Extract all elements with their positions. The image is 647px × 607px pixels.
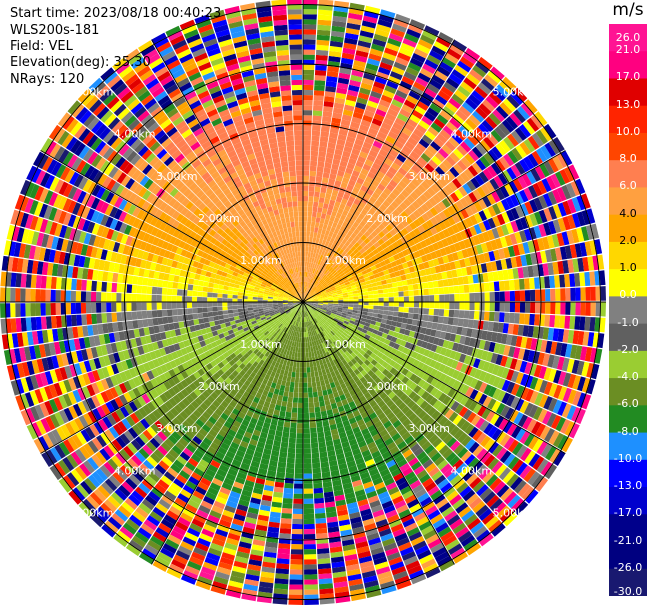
colorbar-tick-label: 8.0 — [619, 152, 637, 166]
azimuth-line — [40, 301, 304, 454]
colorbar-tick-label: -8.0 — [617, 424, 639, 438]
azimuth-line — [302, 301, 455, 565]
colorbar-tick-label: 4.0 — [619, 206, 637, 220]
range-ring-label: 5.00km — [493, 506, 535, 519]
range-ring-label: 4.00km — [451, 128, 493, 141]
field-label: Field: VEL — [10, 39, 73, 54]
colorbar-tick-label: -2.0 — [617, 342, 639, 356]
colorbar-tick-label: 1.0 — [619, 261, 637, 275]
range-ring-label: 1.00km — [324, 338, 366, 351]
range-ring-label: 5.00km — [72, 506, 114, 519]
colorbar-segment — [609, 269, 647, 297]
colorbar-segment — [609, 78, 647, 107]
colorbar-tick-label: 6.0 — [619, 179, 637, 193]
colorbar-segment — [609, 187, 647, 216]
range-ring-label: 3.00km — [156, 422, 198, 435]
range-ring-label: 2.00km — [198, 212, 240, 225]
colorbar-segment — [609, 487, 647, 515]
colorbar-segment — [609, 514, 647, 543]
radial-velocity-gates — [0, 0, 606, 605]
colorbar-segment — [609, 160, 647, 188]
range-ring-label: 3.00km — [408, 170, 450, 183]
colorbar-segment — [609, 24, 647, 52]
colorbar-unit: m/s — [612, 0, 644, 20]
azimuth-line — [302, 150, 566, 303]
colorbar-segment — [609, 323, 647, 352]
colorbar-segment — [609, 132, 647, 161]
range-ring-label: 1.00km — [240, 254, 282, 267]
range-ring-label: 1.00km — [324, 254, 366, 267]
colorbar-segment — [609, 432, 647, 461]
colorbar-tick-label: -21.0 — [613, 533, 643, 547]
range-ring-label: 2.00km — [198, 380, 240, 393]
colorbar-tick-label: 13.0 — [615, 97, 641, 111]
colorbar-segment — [609, 459, 647, 488]
colorbar-segment — [609, 405, 647, 434]
colorbar-segment — [609, 568, 647, 596]
colorbar-segment — [609, 296, 647, 325]
colorbar-tick-label: -4.0 — [617, 370, 639, 384]
station-label: WLS200s-181 — [10, 23, 100, 38]
colorbar-tick-label: -26.0 — [613, 560, 643, 574]
start-time-label: Start time: 2023/08/18 00:40:23 — [10, 6, 222, 21]
colorbar-segment — [609, 241, 647, 270]
azimuth-line — [151, 301, 304, 565]
colorbar-segment — [609, 51, 647, 79]
colorbar-tick-label: -10.0 — [613, 451, 643, 465]
colorbar-segment — [609, 378, 647, 406]
nrays-label: NRays: 120 — [10, 72, 85, 87]
colorbar-tick-label: -30.0 — [613, 585, 643, 598]
range-ring-label: 3.00km — [156, 170, 198, 183]
elevation-label: Elevation(deg): 35.30 — [10, 55, 151, 70]
range-ring-label: 2.00km — [366, 380, 408, 393]
azimuth-line — [302, 301, 566, 454]
colorbar-tick-label: -1.0 — [617, 315, 639, 329]
colorbar-tick-label: -13.0 — [613, 479, 643, 493]
colorbar-segment — [609, 350, 647, 379]
colorbar — [609, 24, 647, 596]
azimuth-line — [40, 150, 304, 303]
range-ring-label: 5.00km — [72, 86, 114, 99]
colorbar-tick-label: 2.0 — [619, 233, 637, 247]
range-ring-label: 2.00km — [366, 212, 408, 225]
colorbar-tick-label: -17.0 — [613, 506, 643, 520]
colorbar-segment — [609, 105, 647, 134]
colorbar-segment — [609, 214, 647, 243]
colorbar-tick-label: 17.0 — [615, 70, 641, 84]
range-ring-label: 4.00km — [114, 128, 156, 141]
colorbar-tick-label: -6.0 — [617, 397, 639, 411]
range-ring-label: 3.00km — [408, 422, 450, 435]
colorbar-tick-label: 10.0 — [615, 124, 641, 138]
range-ring-label: 5.00km — [493, 86, 535, 99]
ppi-scan-plot: 1.00km 2.00km 3.00km 4.00km 5.00km 1.00km 2.00… — [0, 0, 606, 605]
colorbar-tick-label: 0.0 — [619, 288, 637, 302]
azimuth-line — [151, 39, 304, 303]
range-ring-label: 1.00km — [240, 338, 282, 351]
colorbar-tick-label: 21.0 — [615, 43, 641, 57]
range-ring-label: 4.00km — [451, 464, 493, 477]
colorbar-segment — [609, 541, 647, 570]
range-ring-label: 4.00km — [114, 464, 156, 477]
azimuth-line — [302, 39, 455, 303]
colorbar-tick-label: 26.0 — [615, 31, 641, 44]
